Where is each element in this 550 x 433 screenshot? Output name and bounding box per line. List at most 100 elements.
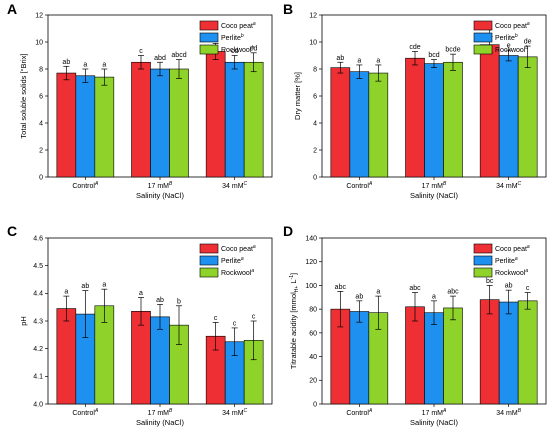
significance-letter: de — [524, 39, 532, 46]
bar-rockwool — [443, 61, 463, 178]
significance-letter: a — [139, 290, 143, 297]
bar-coco-peat — [205, 51, 226, 178]
legend-label: Perlitea — [495, 256, 518, 265]
significance-letter: c — [233, 320, 237, 327]
x-tick-label: 17 mMB — [422, 181, 447, 190]
legend-label: Perliteb — [221, 33, 244, 42]
x-tick-label: ControlA — [346, 181, 373, 190]
legend-swatch — [473, 243, 493, 254]
bar-coco-peat — [405, 57, 425, 178]
significance-letter: c — [526, 285, 530, 292]
y-axis-title: Titratable acidity [mmolH+ L-1] — [289, 273, 300, 369]
significance-letter: ab — [81, 283, 89, 290]
significance-letter: cd — [250, 45, 258, 52]
significance-letter: cd — [231, 48, 239, 55]
bar-coco-peat — [479, 44, 500, 178]
legend-label: Rockwoolb — [495, 45, 528, 54]
x-tick-label: ControlA — [72, 181, 99, 190]
legend: Coco peata Perlitea Rockwoola — [199, 243, 256, 278]
significance-letter: a — [376, 57, 380, 64]
significance-letter: c — [214, 315, 218, 322]
bar-perlite — [424, 63, 444, 178]
bar-perlite — [498, 55, 519, 178]
significance-letter: a — [376, 289, 380, 296]
panel-letter: A — [7, 1, 17, 17]
y-tick-label: 4 — [39, 120, 43, 127]
x-axis-title: Salinity (NaCl) — [136, 191, 184, 200]
legend: Coco peata Perliteb Rockwoolb — [473, 20, 530, 55]
y-tick-label: 12 — [35, 12, 43, 19]
legend-swatch — [473, 44, 493, 55]
significance-letter: c — [252, 314, 256, 321]
panel-b: B 0 2 4 6 8 10 12 Dry matter [%] Salinity (NaCl) C… — [283, 1, 547, 200]
significance-letter: abc — [409, 285, 421, 292]
bar-rockwool — [517, 300, 538, 405]
legend-label: Perliteb — [495, 33, 518, 42]
y-tick-label: 12 — [309, 12, 317, 19]
y-tick-label: 4.1 — [33, 374, 43, 381]
bar-perlite — [150, 68, 170, 178]
y-tick-label: 10 — [35, 39, 43, 46]
bar-rockwool — [443, 307, 463, 405]
bar-perlite — [498, 301, 519, 405]
legend-label: Rockwoola — [495, 268, 528, 277]
y-tick-label: 80 — [309, 307, 317, 314]
x-axis-title: Salinity (NaCl) — [410, 191, 458, 200]
bar-perlite — [224, 61, 245, 178]
y-tick-label: 2 — [313, 147, 317, 154]
y-tick-label: 4 — [313, 120, 317, 127]
y-tick-label: 20 — [309, 378, 317, 385]
y-tick-label: 0 — [39, 174, 43, 181]
y-tick-label: 140 — [305, 235, 317, 242]
legend-swatch — [199, 243, 219, 254]
bar-rockwool — [517, 56, 538, 178]
significance-letter: bcde — [445, 47, 460, 54]
y-axis-title: pH — [19, 316, 28, 326]
y-tick-label: 6 — [39, 93, 43, 100]
significance-letter: e — [507, 43, 511, 50]
significance-letter: abd — [154, 55, 166, 62]
significance-letter: bc — [486, 278, 494, 285]
y-tick-label: 4.0 — [33, 401, 43, 408]
y-tick-label: 40 — [309, 354, 317, 361]
x-tick-label: 17 mMB — [148, 181, 173, 190]
legend-swatch — [199, 32, 219, 43]
bar-rockwool — [169, 68, 189, 178]
bar-perlite — [349, 71, 370, 178]
legend-swatch — [473, 255, 493, 266]
significance-letter: ab — [156, 297, 164, 304]
legend-swatch — [199, 20, 219, 31]
legend-label: Perlitea — [221, 256, 244, 265]
significance-letter: ab — [505, 283, 513, 290]
bar-rockwool — [368, 72, 389, 178]
y-tick-label: 120 — [305, 259, 317, 266]
y-tick-label: 0 — [313, 174, 317, 181]
bar-rockwool — [243, 61, 264, 178]
y-tick-label: 4.4 — [33, 291, 43, 298]
legend: Coco peata Perlitea Rockwoola — [473, 243, 530, 278]
significance-letter: a — [102, 282, 106, 289]
bar-coco-peat — [131, 61, 151, 178]
legend-label: Rockwoolb — [221, 45, 254, 54]
significance-letter: a — [83, 62, 87, 69]
y-tick-label: 100 — [305, 283, 317, 290]
bar-coco-peat — [405, 306, 425, 405]
legend-label: Coco peata — [495, 244, 530, 253]
significance-letter: bcd — [428, 52, 439, 59]
legend-label: Coco peata — [221, 21, 256, 30]
legend-swatch — [473, 20, 493, 31]
legend: Coco peata Perliteb Rockwoolb — [199, 20, 256, 55]
panel-letter: D — [283, 223, 293, 239]
legend-swatch — [199, 267, 219, 278]
panel-c: C 4.0 4.1 4.2 4.3 4.4 4.5 4.6 pH Salinity (NaCl) C… — [7, 223, 273, 427]
significance-letter: b — [177, 298, 181, 305]
y-tick-label: 8 — [39, 66, 43, 73]
y-tick-label: 4.5 — [33, 263, 43, 270]
y-axis-title: Dry matter [%] — [293, 72, 302, 120]
bar-perlite — [424, 312, 444, 405]
panel-a: A 0 2 4 6 8 10 12 Total soluble solids [°Brix] Sa… — [7, 1, 273, 200]
significance-letter: f — [489, 29, 491, 36]
x-axis-title: Salinity (NaCl) — [136, 418, 184, 427]
bar-rockwool — [94, 76, 115, 178]
